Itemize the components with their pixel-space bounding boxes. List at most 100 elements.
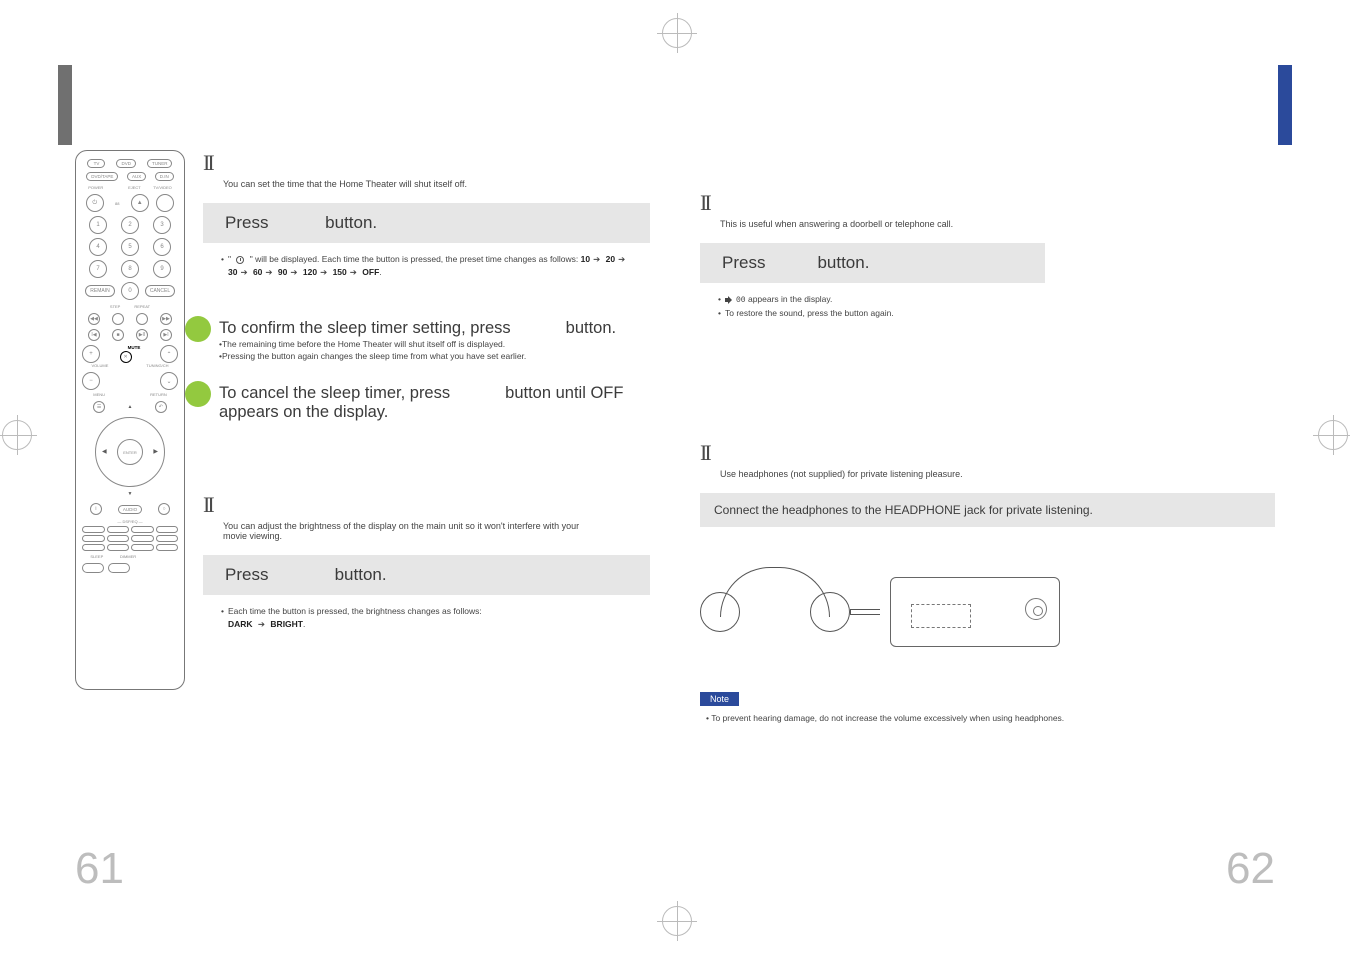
remote-btn-tuning-up: ⌃: [160, 345, 178, 363]
button-word: button.: [325, 213, 377, 232]
headphones-instruction-band: Connect the headphones to the HEADPHONE …: [700, 493, 1275, 527]
confirm-sub-1: The remaining time before the Home Theat…: [222, 339, 505, 349]
button-word-2: button.: [335, 565, 387, 584]
remote-label-power: POWER: [88, 185, 103, 190]
remote-btn-mute: ✕: [120, 351, 132, 363]
page-tab-left: [58, 65, 72, 145]
headphone-earcup-left: [700, 592, 740, 632]
remote-btn-dimmer: [108, 563, 130, 573]
note-line-1: To prevent hearing damage, do not increa…: [711, 713, 1064, 723]
crop-mark-right-cross: [1318, 420, 1348, 450]
seq-60: 60: [253, 267, 262, 277]
remote-btn-prev: I◀: [88, 329, 100, 341]
sleep-press-bar: Press button.: [203, 203, 650, 243]
cancel-sleep-callout: To cancel the sleep timer, press button …: [203, 384, 650, 422]
remote-btn-fwd: ▶▶: [160, 313, 172, 325]
sleep-bullet-tail: " will be displayed. Each time the butto…: [247, 254, 580, 264]
brightness-heading: II: [203, 492, 650, 518]
sleep-bullet-lead: ": [228, 254, 233, 264]
remote-btn-sleep: [82, 563, 104, 573]
remote-btn-eject: ▲: [131, 194, 149, 212]
left-page: TV DVD TUNER DVD/TAPE AUX D.IN POWER EJE…: [75, 150, 650, 884]
remote-btn-menu: ☰: [93, 401, 105, 413]
remote-btn-dvdtape: DVD/TAPE: [86, 172, 118, 181]
remote-digit-7: 7: [89, 260, 107, 278]
remote-btn-volume-up: +: [82, 345, 100, 363]
headphone-jack: [911, 604, 971, 628]
remote-btn-cancel: CANCEL: [145, 285, 175, 297]
press-word-3: Press: [722, 253, 765, 272]
sleep-timer-heading: II: [203, 150, 650, 176]
page-number-right: 62: [1226, 844, 1275, 894]
remote-label-return: RETURN: [150, 392, 167, 397]
remote-digit-3: 3: [153, 216, 171, 234]
heading-bars-icon-3: II: [700, 190, 709, 216]
callout-bubble-icon: [185, 316, 211, 342]
seq-end: .: [379, 267, 381, 277]
note-heading: Note: [700, 692, 739, 706]
remote-bottom-grid: [82, 526, 178, 551]
remote-label-repeat: REPEAT: [134, 304, 150, 309]
press-word-2: Press: [225, 565, 268, 584]
confirm-text-a: To confirm the sleep timer setting, pres…: [219, 319, 515, 337]
seq-120: 120: [303, 267, 317, 277]
right-page: II This is useful when answering a doorb…: [700, 150, 1275, 884]
callout-bubble-icon-2: [185, 381, 211, 407]
heading-bars-icon-2: II: [203, 492, 212, 518]
unit-speaker-icon: [1025, 598, 1047, 620]
seq-30: 30: [228, 267, 237, 277]
remote-label-eject: EJECT: [128, 185, 141, 190]
remote-btn-tuning-down: ⌄: [160, 372, 178, 390]
remote-digit-1: 1: [89, 216, 107, 234]
confirm-sub-2: Pressing the button again changes the sl…: [222, 351, 526, 361]
remote-btn-power: ⏻: [86, 194, 104, 212]
confirm-sub: •The remaining time before the Home Thea…: [219, 338, 650, 363]
remote-btn-remain: REMAIN: [85, 285, 115, 297]
mute-bullets: • 00 appears in the display. • To restor…: [718, 293, 1275, 320]
remote-label-mute: MUTE: [128, 345, 141, 350]
mute-line1: appears in the display.: [748, 294, 832, 304]
headphone-plug: [850, 609, 880, 615]
press-word: Press: [225, 213, 268, 232]
remote-btn-ezview: ○: [158, 503, 170, 515]
headphones-intro: Use headphones (not supplied) for privat…: [720, 469, 1275, 479]
page-tab-right: [1278, 65, 1292, 145]
remote-btn-play: ▶II: [136, 329, 148, 341]
seq-20: 20: [606, 254, 615, 264]
crop-mark-bottom-cross: [662, 906, 692, 936]
confirm-sleep-callout: To confirm the sleep timer setting, pres…: [203, 319, 650, 338]
heading-bars-icon-4: II: [700, 440, 709, 466]
remote-dpad: ENTER ◀ ▶: [95, 417, 165, 487]
remote-btn-info: i: [90, 503, 102, 515]
mute-line2: To restore the sound, press the button a…: [725, 307, 894, 320]
headphones-heading: II: [700, 440, 1275, 466]
sleep-bullet: • " " will be displayed. Each time the b…: [221, 253, 650, 279]
page-number-left: 61: [75, 844, 124, 894]
remote-label-menu: MENU: [93, 392, 105, 397]
headphone-earcup-right: [810, 592, 850, 632]
remote-label-step: STEP: [110, 304, 120, 309]
timer-icon: [236, 256, 244, 264]
remote-btn-enter: ENTER: [117, 439, 143, 465]
remote-btn-rev: ◀◀: [88, 313, 100, 325]
remote-btn-return: ↶: [155, 401, 167, 413]
remote-btn-dvd: DVD: [116, 159, 136, 168]
brightness-dark: DARK: [228, 619, 253, 629]
brightness-press-bar: Press button.: [203, 555, 650, 595]
brightness-seq-end: .: [303, 619, 305, 629]
cancel-text-a: To cancel the sleep timer, press: [219, 384, 455, 402]
remote-btn-tvvideo: [156, 194, 174, 212]
remote-label-sleep: SLEEP: [90, 554, 103, 559]
headphones-diagram: [700, 557, 1060, 667]
seq-90: 90: [278, 267, 287, 277]
seq-150: 150: [333, 267, 347, 277]
remote-btn-stop: ■: [112, 329, 124, 341]
remote-label-dimmer: DIMMER: [120, 554, 136, 559]
remote-btn-next: ▶I: [160, 329, 172, 341]
brightness-bullet: • Each time the button is pressed, the b…: [221, 605, 650, 631]
sleep-timer-intro: You can set the time that the Home Theat…: [223, 179, 650, 189]
remote-digit-6: 6: [153, 238, 171, 256]
note-body: • To prevent hearing damage, do not incr…: [706, 713, 1275, 725]
seq-off: OFF: [362, 267, 379, 277]
remote-digit-8: 8: [121, 260, 139, 278]
